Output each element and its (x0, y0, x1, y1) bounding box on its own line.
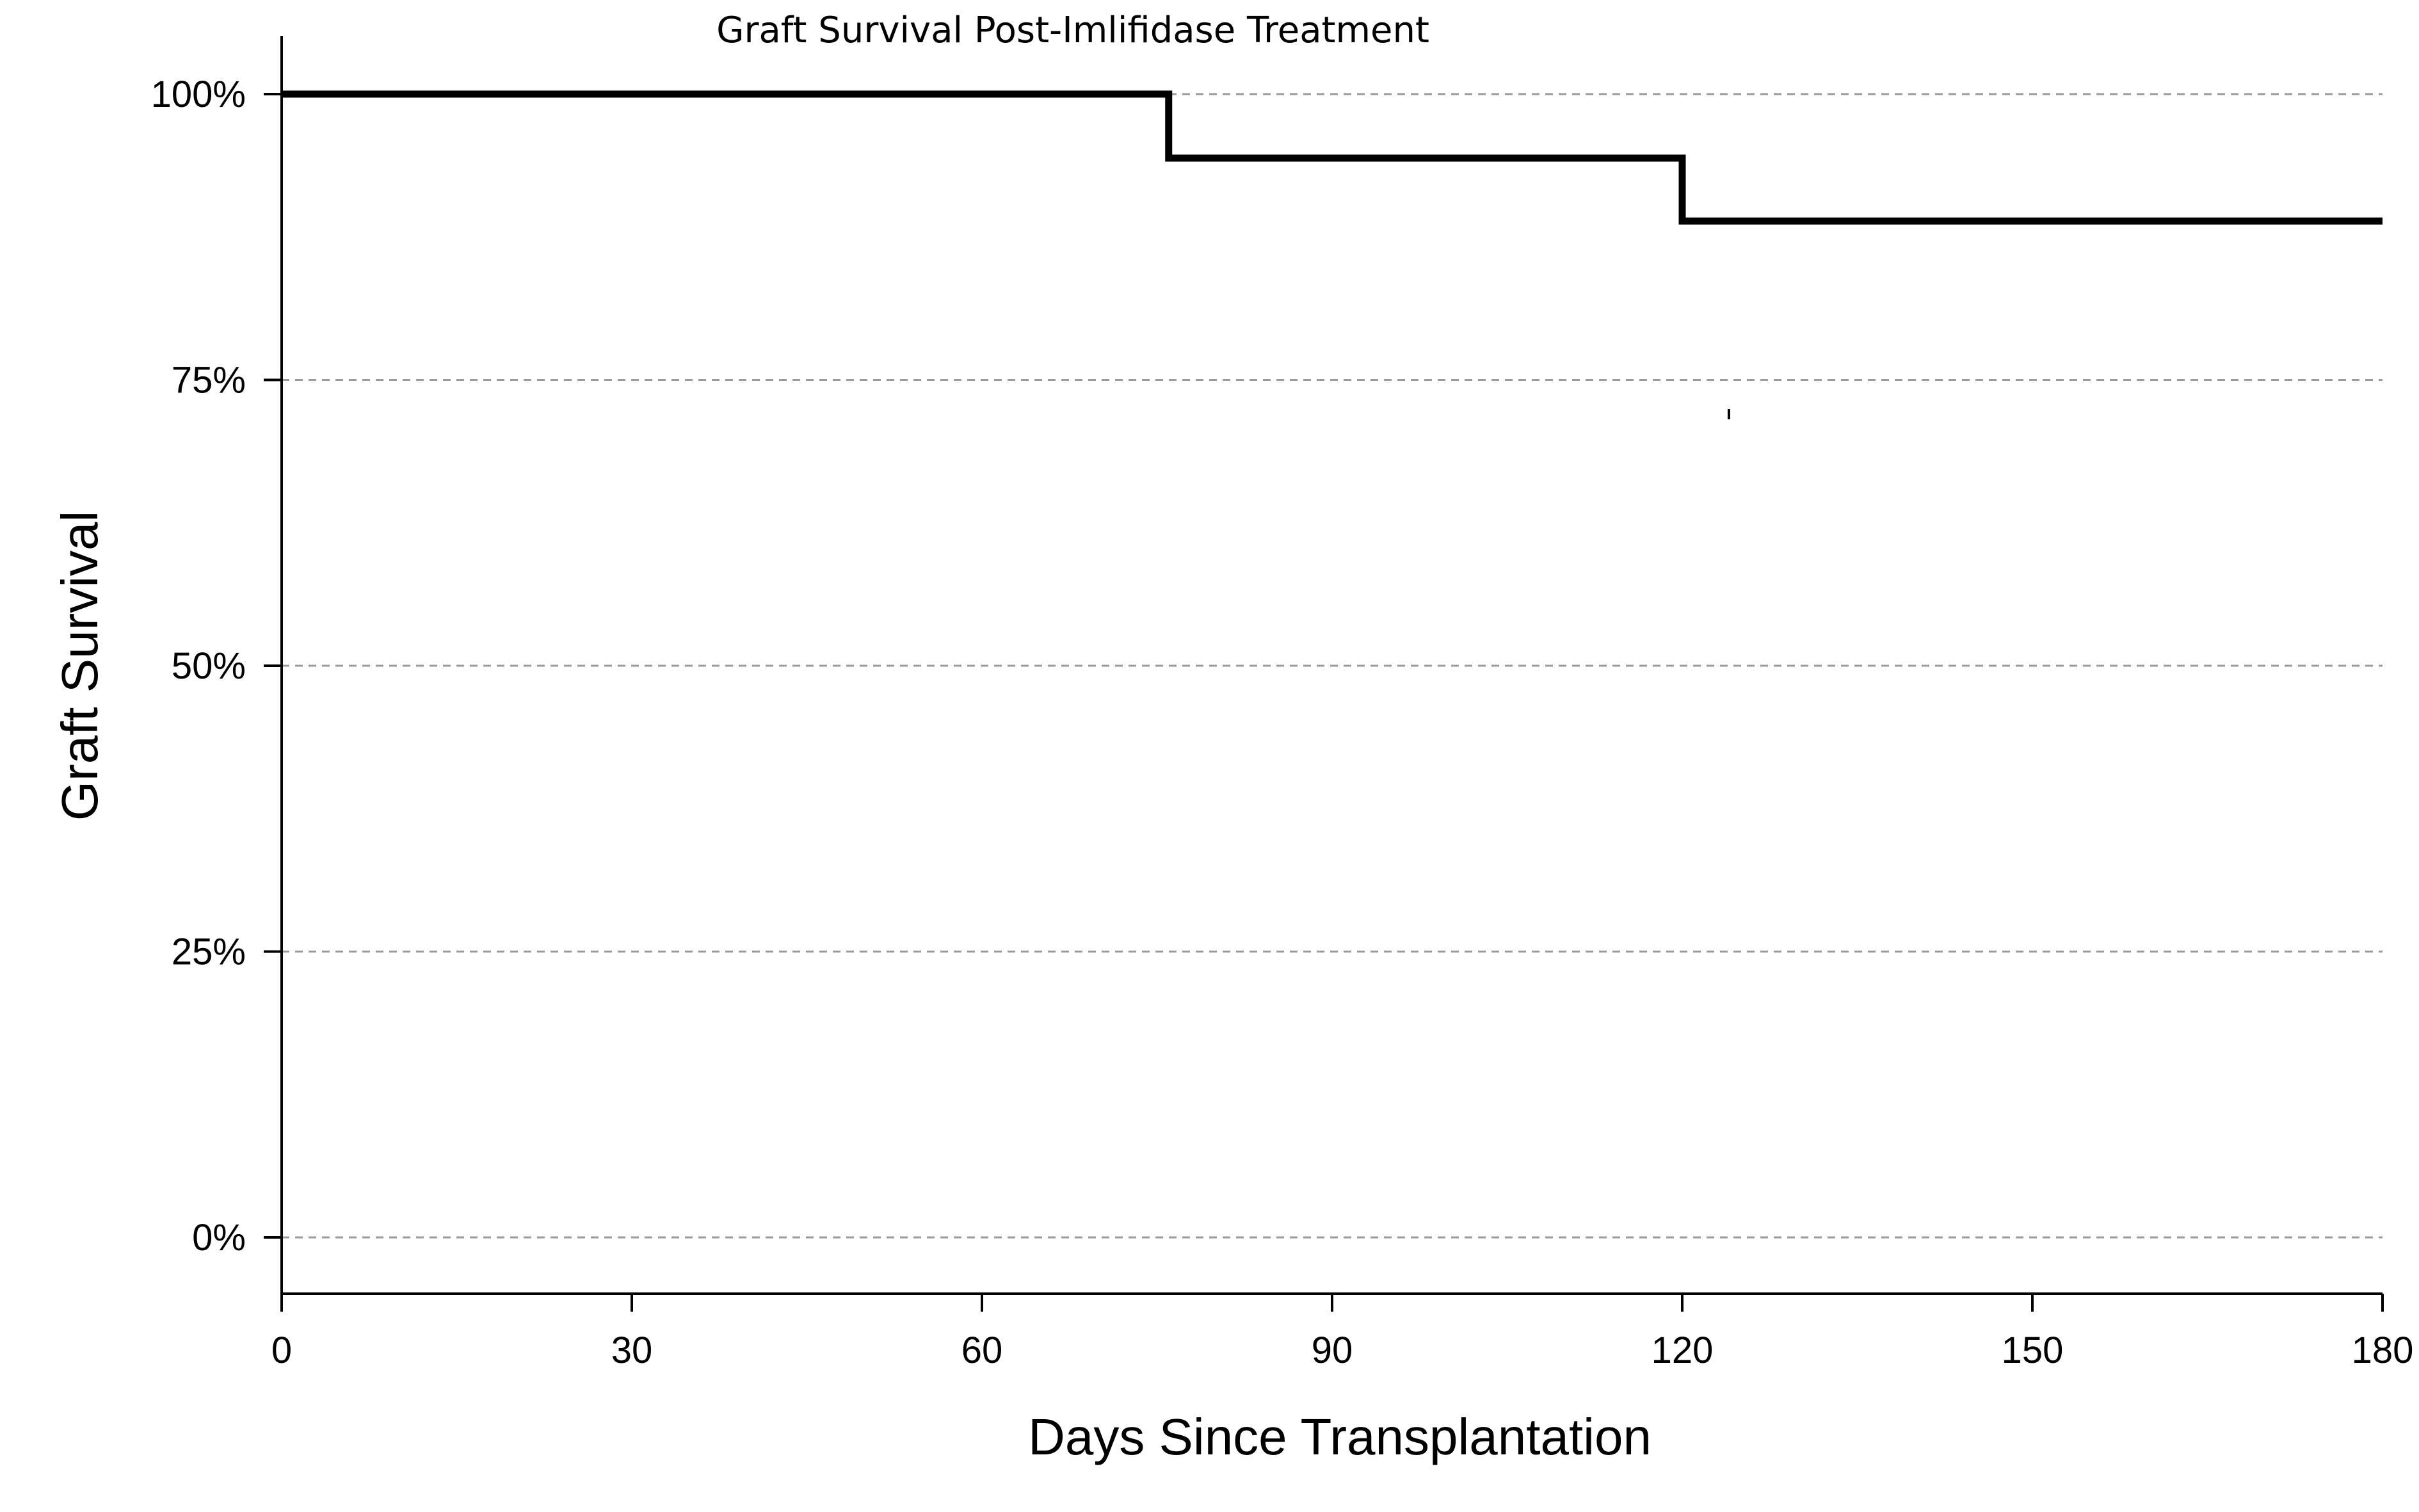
x-tick-label: 0 (271, 1330, 292, 1371)
gridlines (282, 93, 2383, 1239)
x-tick-label: 150 (2002, 1330, 2064, 1371)
ticks: 0% 25% 50% 75% 100% 0 30 60 90 120 150 180 (151, 74, 2414, 1371)
x-axis-title: Days Since Transplantation (1028, 1408, 1652, 1465)
x-tick-label: 180 (2352, 1330, 2414, 1371)
x-tick-label: 30 (611, 1330, 653, 1371)
survival-curve (282, 90, 2383, 225)
y-tick-label: 75% (172, 360, 246, 401)
x-tick-label: 90 (1312, 1330, 1353, 1371)
y-tick-label: 25% (172, 931, 246, 973)
y-tick-label: 50% (172, 645, 246, 687)
x-tick-label: 60 (961, 1330, 1003, 1371)
y-axis-title: Graft Survival (51, 511, 108, 821)
y-tick-label: 100% (151, 74, 246, 115)
x-tick-label: 120 (1652, 1330, 1714, 1371)
series (282, 90, 2383, 420)
chart-title: Graft Survival Post-Imlifidase Treatment (716, 10, 1429, 51)
y-tick-label: 0% (192, 1217, 246, 1259)
